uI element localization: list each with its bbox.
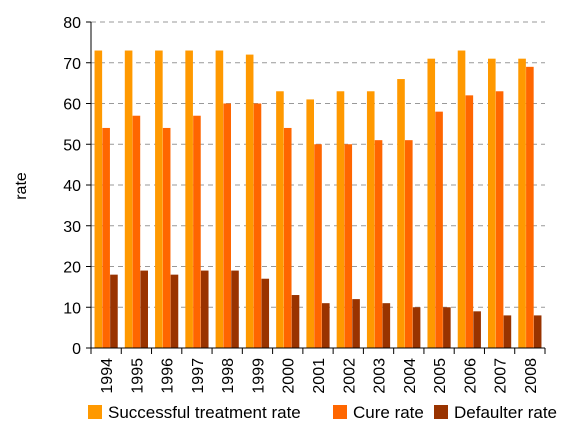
x-tick-label: 2003 xyxy=(372,358,389,394)
x-tick-label: 1995 xyxy=(129,358,146,394)
x-tick-label: 1998 xyxy=(220,358,237,394)
legend-swatch xyxy=(434,405,448,419)
bar-defaulter-rate xyxy=(533,315,542,348)
bar-defaulter-rate xyxy=(200,270,209,348)
x-tick-label: 2005 xyxy=(432,358,449,394)
axes xyxy=(86,21,546,354)
bar-cure-rate xyxy=(132,115,141,348)
bar-cure-rate xyxy=(193,115,201,348)
x-tick-label: 2006 xyxy=(462,358,479,394)
bar-cure-rate xyxy=(102,127,110,348)
bar-cure-rate xyxy=(526,66,534,348)
bar-successful-treatment-rate xyxy=(366,91,375,349)
bar-defaulter-rate xyxy=(231,270,239,348)
y-tick-label: 10 xyxy=(63,300,81,317)
bar-cure-rate xyxy=(162,127,171,348)
x-tick-label: 1999 xyxy=(250,358,267,394)
bar-cure-rate xyxy=(495,91,504,349)
bars xyxy=(94,50,542,349)
bar-defaulter-rate xyxy=(140,270,148,348)
bar-successful-treatment-rate xyxy=(245,54,254,348)
y-axis-label: rate xyxy=(13,172,30,200)
legend-label: Successful treatment rate xyxy=(108,403,301,422)
legend-label: Cure rate xyxy=(353,403,424,422)
x-tick-label: 2001 xyxy=(311,358,328,394)
bar-defaulter-rate xyxy=(322,303,330,348)
bar-defaulter-rate xyxy=(412,307,421,348)
bar-defaulter-rate xyxy=(443,307,451,348)
x-tick-label: 2007 xyxy=(493,358,510,394)
y-tick-label: 40 xyxy=(63,178,81,195)
x-tick-label: 1994 xyxy=(99,358,116,394)
x-tick-label: 2004 xyxy=(402,358,419,394)
legend-swatch xyxy=(88,405,102,419)
bar-successful-treatment-rate xyxy=(94,50,103,349)
bar-cure-rate xyxy=(314,144,322,348)
y-tick-label: 0 xyxy=(72,341,81,358)
bar-successful-treatment-rate xyxy=(124,50,133,349)
x-tick-label: 2008 xyxy=(523,358,540,394)
x-tick-label: 1997 xyxy=(190,358,207,394)
bar-cure-rate xyxy=(465,95,474,348)
bar-successful-treatment-rate xyxy=(427,58,436,349)
bar-defaulter-rate xyxy=(503,315,512,348)
bar-defaulter-rate xyxy=(110,274,118,348)
bar-cure-rate xyxy=(344,144,353,348)
bar-successful-treatment-rate xyxy=(155,50,163,349)
y-tick-label: 20 xyxy=(63,260,81,277)
bar-successful-treatment-rate xyxy=(276,91,284,349)
y-tick-label: 70 xyxy=(63,56,81,73)
bar-cure-rate xyxy=(405,140,413,348)
y-tick-label: 50 xyxy=(63,137,81,154)
y-tick-label: 80 xyxy=(63,15,81,32)
bar-successful-treatment-rate xyxy=(397,79,405,349)
bar-cure-rate xyxy=(253,103,262,348)
legend: Successful treatment rate Cure rate Defaul… xyxy=(88,403,557,422)
x-tick-label: 1996 xyxy=(160,358,177,394)
x-tick-labels: 1994 1995 1996 1997 1998 1999 2000 2001 2002 2003… xyxy=(99,358,540,394)
legend-swatch xyxy=(333,405,347,419)
bar-successful-treatment-rate xyxy=(306,99,314,348)
x-tick-label: 2002 xyxy=(341,358,358,394)
bar-cure-rate xyxy=(435,111,443,349)
y-tick-label: 60 xyxy=(63,97,81,114)
bar-cure-rate xyxy=(223,103,231,348)
bar-successful-treatment-rate xyxy=(215,50,224,349)
bar-cure-rate xyxy=(374,140,383,348)
bar-successful-treatment-rate xyxy=(185,50,193,349)
bar-successful-treatment-rate xyxy=(488,58,496,349)
x-tick-label: 2000 xyxy=(281,358,298,394)
y-tick-label: 30 xyxy=(63,219,81,236)
bar-defaulter-rate xyxy=(291,295,300,348)
bar-defaulter-rate xyxy=(473,311,481,348)
bar-cure-rate xyxy=(283,127,292,348)
legend-label: Defaulter rate xyxy=(454,403,557,422)
y-tick-labels: 0 10 20 30 40 50 60 70 80 xyxy=(63,15,81,358)
bar-defaulter-rate xyxy=(352,299,360,348)
bar-defaulter-rate xyxy=(261,278,270,348)
bar-successful-treatment-rate xyxy=(336,91,345,349)
bar-defaulter-rate xyxy=(382,303,391,348)
bar-successful-treatment-rate xyxy=(457,50,466,349)
bar-successful-treatment-rate xyxy=(518,58,526,349)
bar-defaulter-rate xyxy=(170,274,179,348)
